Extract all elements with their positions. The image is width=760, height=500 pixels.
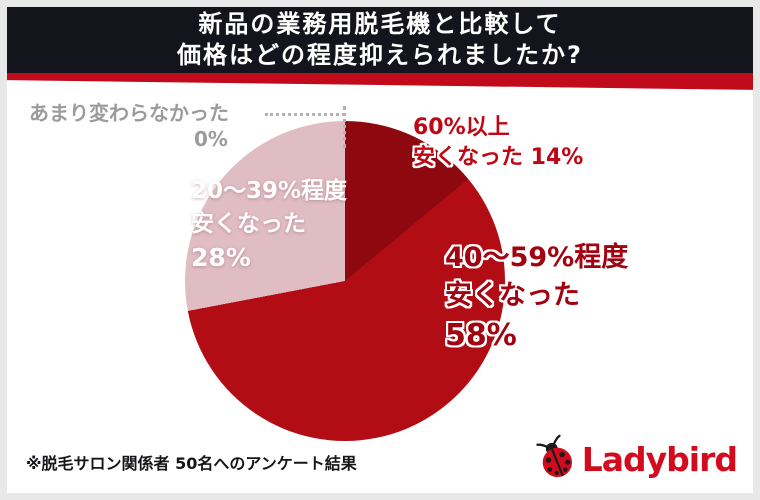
survey-footnote: ※脱毛サロン関係者 50名へのアンケート結果	[26, 454, 357, 473]
label-40-59-value: 58%	[445, 317, 517, 353]
brand-name: Ladybird	[581, 439, 738, 479]
pie-chart	[185, 121, 505, 441]
label-20-39-line1: 20〜39%程度	[191, 178, 348, 204]
page-title-line2: 価格はどの程度抑えられましたか?	[177, 41, 583, 69]
label-over60-line2: 安くなった 14%	[413, 144, 584, 170]
page-title-line1: 新品の業務用脱毛機と比較して	[198, 10, 562, 39]
label-40-59-line2: 安くなった	[445, 279, 580, 311]
leader-line-horizontal	[265, 113, 345, 116]
label-40-59-line1: 40〜59%程度	[445, 242, 629, 273]
content-card: 新品の業務用脱毛機と比較して 価格はどの程度抑えられましたか? あまり変わらなか…	[7, 7, 753, 493]
ladybug-icon	[535, 434, 572, 478]
label-no-change-value: 0%	[194, 127, 228, 151]
label-20-39: 20〜39%程度 安くなった 28%	[191, 175, 347, 276]
label-no-change: あまり変わらなかった 0%	[29, 100, 229, 152]
label-20-39-value: 28%	[191, 243, 251, 273]
label-20-39-line2: 安くなった	[191, 210, 306, 237]
label-over60-line1: 60%以上	[413, 115, 510, 140]
brand-logo: Ladybird	[534, 434, 738, 481]
label-40-59: 40〜59%程度 安くなった 58%	[445, 239, 628, 357]
header: 新品の業務用脱毛機と比較して 価格はどの程度抑えられましたか?	[7, 7, 753, 73]
label-over60: 60%以上 安くなった 14%	[413, 113, 583, 172]
label-no-change-text: あまり変わらなかった	[29, 101, 229, 125]
leader-line-vertical	[343, 106, 346, 148]
